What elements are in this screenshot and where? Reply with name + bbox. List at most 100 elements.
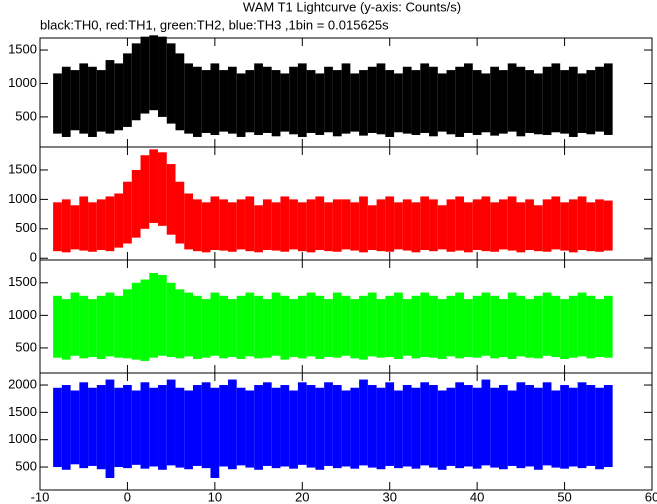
count-range bbox=[53, 295, 62, 358]
count-range bbox=[158, 152, 167, 226]
count-range bbox=[394, 73, 403, 133]
count-range bbox=[516, 295, 526, 357]
count-range bbox=[70, 70, 80, 131]
x-tick-label: 40 bbox=[470, 489, 484, 504]
count-range bbox=[525, 70, 534, 133]
series bbox=[53, 379, 613, 478]
count-range bbox=[96, 385, 106, 470]
count-range bbox=[289, 199, 298, 250]
count-range bbox=[271, 70, 281, 137]
count-range bbox=[262, 299, 272, 358]
count-range bbox=[385, 295, 395, 358]
count-range bbox=[490, 202, 499, 252]
count-range bbox=[227, 202, 237, 252]
count-range bbox=[175, 289, 185, 359]
count-range bbox=[245, 196, 255, 252]
x-tick-label: 60 bbox=[645, 489, 657, 504]
count-range bbox=[175, 387, 185, 468]
x-tick-label: 30 bbox=[382, 489, 396, 504]
count-range bbox=[210, 196, 220, 250]
count-range bbox=[166, 379, 176, 466]
count-range bbox=[219, 385, 228, 467]
count-range bbox=[280, 73, 290, 132]
count-range bbox=[131, 43, 141, 121]
count-range bbox=[367, 66, 377, 133]
count-range bbox=[560, 70, 569, 134]
count-range bbox=[499, 299, 508, 358]
count-range bbox=[262, 382, 272, 466]
count-range bbox=[306, 199, 316, 253]
count-range bbox=[376, 199, 386, 252]
count-range bbox=[315, 73, 325, 135]
count-range bbox=[61, 199, 71, 253]
count-range bbox=[560, 385, 569, 469]
y-tick-label: 1500 bbox=[8, 161, 37, 176]
count-range bbox=[254, 295, 263, 359]
y-tick-label: 2000 bbox=[8, 376, 37, 391]
x-tick-label: 0 bbox=[124, 489, 131, 504]
count-range bbox=[586, 70, 596, 135]
count-range bbox=[411, 70, 421, 135]
count-range bbox=[227, 299, 237, 358]
count-range bbox=[271, 292, 281, 356]
count-range bbox=[105, 379, 115, 478]
count-range bbox=[236, 199, 246, 250]
count-range bbox=[603, 63, 613, 135]
count-range bbox=[53, 387, 62, 468]
count-range bbox=[359, 379, 368, 466]
y-tick-label: 1500 bbox=[8, 404, 37, 419]
count-range bbox=[324, 299, 333, 358]
y-tick-label: 1000 bbox=[8, 307, 37, 322]
count-range bbox=[568, 66, 578, 137]
count-range bbox=[201, 202, 211, 253]
count-range bbox=[603, 385, 613, 468]
count-range bbox=[324, 202, 333, 252]
count-range bbox=[490, 387, 499, 468]
count-range bbox=[542, 66, 552, 135]
y-tick-label: 500 bbox=[15, 339, 37, 354]
count-range bbox=[499, 199, 508, 250]
chart-title: WAM T1 Lightcurve (y-axis: Counts/s) bbox=[243, 0, 461, 14]
count-range bbox=[455, 66, 465, 137]
count-range bbox=[437, 73, 447, 132]
count-range bbox=[193, 385, 202, 466]
count-range bbox=[385, 382, 395, 466]
y-tick-label: 500 bbox=[15, 458, 37, 473]
count-range bbox=[105, 196, 115, 252]
count-range bbox=[437, 299, 447, 359]
count-range bbox=[446, 295, 456, 357]
count-range bbox=[193, 66, 202, 137]
count-range bbox=[603, 295, 613, 358]
count-range bbox=[53, 202, 62, 252]
count-range bbox=[114, 63, 124, 131]
count-range bbox=[577, 73, 587, 133]
count-range bbox=[297, 295, 307, 359]
count-range bbox=[367, 205, 377, 250]
count-range bbox=[131, 390, 141, 465]
count-range bbox=[306, 70, 316, 133]
panel-frame bbox=[39, 372, 653, 491]
count-range bbox=[350, 202, 360, 251]
count-range bbox=[245, 292, 255, 357]
count-range bbox=[490, 66, 499, 136]
count-range bbox=[472, 70, 482, 135]
count-range bbox=[70, 390, 80, 465]
count-range bbox=[568, 387, 578, 467]
count-range bbox=[507, 390, 517, 466]
count-range bbox=[350, 387, 360, 469]
count-range bbox=[306, 292, 316, 357]
count-range bbox=[315, 387, 325, 470]
count-range bbox=[131, 169, 141, 238]
count-range bbox=[577, 196, 587, 250]
count-range bbox=[516, 66, 526, 137]
count-range bbox=[472, 387, 482, 469]
count-range bbox=[429, 199, 438, 252]
count-range bbox=[376, 63, 386, 135]
count-range bbox=[140, 155, 150, 229]
count-range bbox=[280, 385, 290, 467]
series bbox=[53, 35, 613, 137]
count-range bbox=[123, 289, 132, 359]
y-tick-label: 500 bbox=[15, 220, 37, 235]
count-range bbox=[219, 199, 228, 251]
